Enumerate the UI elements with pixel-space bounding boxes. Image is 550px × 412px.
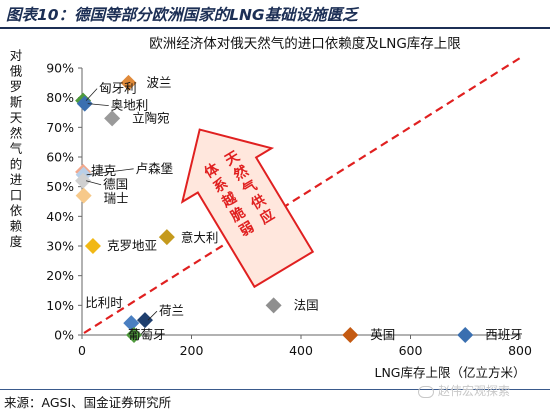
point-label: 波兰 — [147, 75, 172, 90]
data-point — [457, 327, 474, 343]
figure-title: 图表10：德国等部分欧洲国家的LNG基础设施匮乏 — [6, 6, 358, 24]
y-axis-label-char: 罗 — [10, 79, 23, 94]
point-label: 意大利 — [181, 230, 219, 245]
y-tick-label: 20% — [46, 268, 74, 283]
y-axis-label-char: 天 — [10, 110, 23, 125]
watermark-text: 赵伟宏观探索 — [438, 384, 511, 398]
y-axis-label-char: 气 — [10, 141, 23, 156]
axis-ticks: 0% 10% 20% 30% 40% 50% 60% 70% 80% 90% 0 200 400 600 8… — [46, 61, 532, 359]
data-point — [120, 74, 137, 91]
x-axis-label: LNG库存上限（亿立方米） — [374, 365, 525, 380]
data-point — [104, 110, 121, 127]
y-tick-label: 40% — [46, 209, 74, 224]
data-point — [158, 229, 175, 246]
data-point — [265, 297, 282, 314]
point-label: 克罗地亚 — [107, 238, 157, 253]
x-tick-label: 0 — [78, 343, 86, 358]
leader-line — [147, 310, 158, 321]
leader-line — [87, 103, 109, 106]
vulnerability-boundary-line — [83, 57, 521, 334]
point-label: 英国 — [370, 327, 395, 342]
y-axis-label-char: 依 — [10, 203, 23, 218]
data-point — [76, 95, 93, 112]
data-point — [75, 172, 92, 189]
y-axis-label-char: 口 — [10, 188, 23, 203]
point-label: 德国 — [103, 177, 128, 192]
y-axis-label-char: 俄 — [10, 64, 23, 79]
arrow-shape — [180, 128, 315, 289]
y-tick-label: 50% — [46, 179, 74, 194]
y-axis-label-char: 对 — [10, 48, 23, 63]
data-point — [123, 315, 140, 332]
data-point — [342, 327, 359, 343]
title-rule — [0, 27, 550, 29]
y-tick-label: 30% — [46, 239, 74, 254]
y-tick-label: 70% — [46, 120, 74, 135]
trend-line — [83, 57, 521, 334]
source-note: 来源：AGSI、国金证券研究所 — [4, 395, 172, 410]
data-point — [84, 238, 101, 254]
leader-line — [86, 168, 134, 176]
point-label: 荷兰 — [159, 303, 184, 318]
leader-line — [85, 180, 102, 186]
watermark: 赵伟宏观探索 — [418, 382, 510, 399]
x-tick-label: 200 — [180, 343, 204, 358]
y-axis-label-char: 斯 — [10, 95, 23, 110]
wechat-icon — [418, 385, 434, 398]
point-label: 瑞士 — [104, 191, 129, 206]
y-tick-label: 0% — [54, 328, 74, 343]
data-point — [75, 187, 92, 204]
leader-line — [85, 88, 98, 101]
point-label: 法国 — [294, 297, 319, 312]
y-axis-label-char: 的 — [10, 157, 23, 172]
y-tick-label: 80% — [46, 90, 74, 105]
chart-title: 欧洲经济体对俄天然气的进口依赖度及LNG库存上限 — [149, 35, 461, 52]
y-axis-label-char: 赖 — [10, 219, 23, 234]
y-axis-label-char: 进 — [10, 172, 23, 187]
point-label: 葡萄牙 — [128, 327, 166, 342]
y-tick-label: 10% — [46, 298, 74, 313]
point-label: 西班牙 — [485, 327, 523, 342]
point-label: 立陶宛 — [132, 110, 170, 125]
source-rule — [0, 389, 550, 390]
point-label: 比利时 — [85, 295, 123, 310]
y-tick-label: 90% — [46, 61, 74, 76]
y-axis-label-char: 度 — [10, 234, 23, 249]
y-tick-label: 60% — [46, 150, 74, 165]
point-label: 匈牙利 — [99, 81, 137, 96]
x-tick-label: 400 — [289, 343, 313, 358]
data-point — [136, 312, 153, 329]
y-axis-label-char: 然 — [10, 126, 23, 141]
point-label: 奥地利 — [111, 98, 149, 113]
data-points — [75, 74, 474, 343]
x-tick-label: 600 — [399, 343, 423, 358]
data-point — [126, 327, 143, 343]
x-tick-label: 800 — [508, 343, 532, 358]
point-label: 捷克 — [91, 163, 116, 178]
point-label: 卢森堡 — [136, 161, 174, 176]
